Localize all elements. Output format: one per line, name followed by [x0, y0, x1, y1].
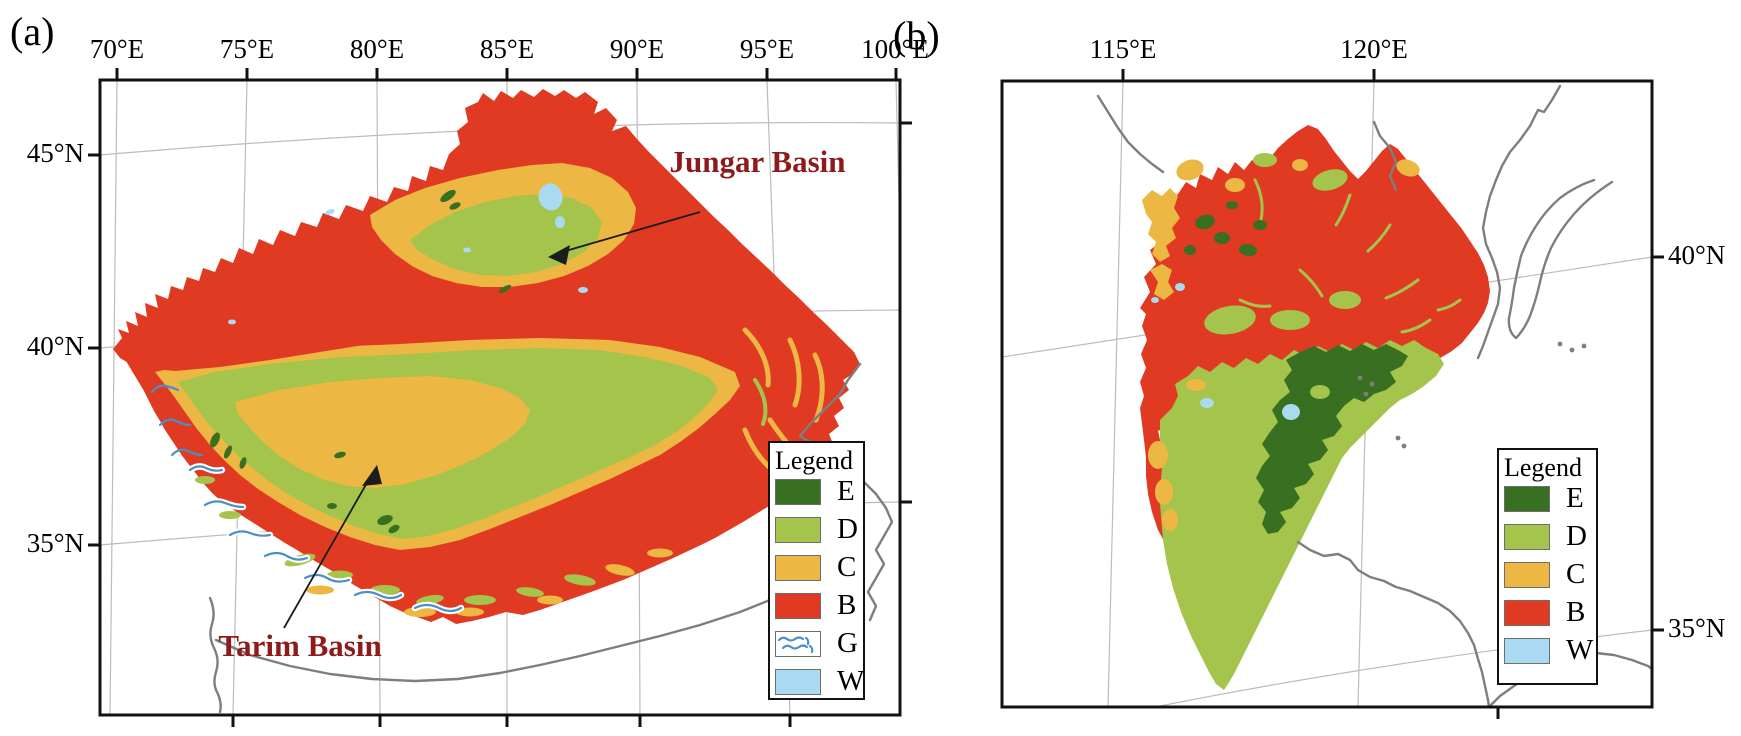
region-a-tianshan-class-B — [113, 288, 860, 374]
tick-label-90e: 90°E — [609, 34, 665, 64]
legend-b-item-W: W — [1504, 634, 1596, 666]
tick-label-45n: 45°N — [26, 138, 84, 168]
region-a-taklamakan-class-C — [235, 376, 530, 488]
legend-b-item-C: C — [1504, 558, 1596, 590]
panel-b-legend: Legend E D C B W — [1497, 448, 1598, 685]
panel-b-frame — [1000, 79, 1654, 709]
legend-a-item-B: B — [775, 589, 863, 621]
panel-a-legend: Legend E D C B — [768, 441, 865, 700]
legend-b-label-C: C — [1566, 558, 1586, 590]
legend-b-swatch-C — [1504, 561, 1550, 588]
region-a-specks-E — [210, 189, 512, 534]
region-a-glacier-G — [150, 384, 465, 615]
panel-a-ticks — [88, 68, 912, 727]
panel-b-ticks — [1121, 69, 1664, 719]
region-b-patches-C — [1142, 159, 1420, 531]
panel-b-letter: (b) — [893, 13, 940, 58]
legend-b-label-W: W — [1566, 634, 1594, 666]
tarim-basin-label: Tarim Basin — [218, 628, 382, 663]
legend-b-swatch-D — [1504, 523, 1550, 550]
panel-a-frame — [98, 78, 902, 717]
legend-b-title: Legend — [1504, 453, 1582, 482]
legend-a-label-B: B — [837, 589, 857, 621]
region-b-specks-E — [1184, 201, 1267, 257]
legend-b-swatch-E — [1504, 485, 1550, 512]
tick-label-35n-b: 35°N — [1668, 613, 1726, 643]
region-a-east-streak-D — [753, 378, 768, 426]
panel-b-coastline — [1096, 84, 1652, 707]
glacier-pattern-icon — [777, 635, 814, 653]
tick-label-120e: 120°E — [1340, 34, 1408, 64]
legend-b-label-D: D — [1566, 520, 1587, 552]
tick-label-100e: 100°E — [861, 34, 929, 64]
panel-a-letter: (a) — [10, 9, 55, 54]
legend-a-item-W: W — [775, 665, 865, 697]
legend-a-swatch-E — [775, 478, 821, 505]
tick-label-80e: 80°E — [349, 34, 405, 64]
region-b-class-E — [1256, 344, 1408, 534]
legend-a-swatch-D — [775, 516, 821, 543]
region-b-D-hole — [1310, 385, 1330, 399]
panel-a-borders — [208, 362, 894, 714]
panel-a-map — [88, 68, 912, 727]
tick-label-40n-b: 40°N — [1668, 240, 1726, 270]
region-a-south-specks-C — [306, 548, 673, 617]
legend-a-label-D: D — [837, 513, 858, 545]
legend-a-item-C: C — [775, 551, 863, 583]
tick-label-115e: 115°E — [1089, 34, 1157, 64]
legend-a-swatch-B — [775, 592, 821, 619]
legend-a-swatch-G-glacier-pattern — [775, 630, 821, 657]
panel-b-islands — [1357, 341, 1587, 449]
tick-label-40n: 40°N — [26, 331, 84, 361]
legend-a-label-W: W — [837, 665, 865, 697]
legend-a-swatch-C — [775, 554, 821, 581]
legend-a-item-G: G — [775, 627, 863, 659]
legend-b-swatch-W — [1504, 637, 1550, 664]
legend-a-label-C: C — [837, 551, 857, 583]
region-a-red-lenses — [210, 298, 820, 361]
legend-a-label-G: G — [837, 627, 858, 659]
tick-label-35n: 35°N — [26, 528, 84, 558]
tick-label-85e: 85°E — [479, 34, 535, 64]
tick-label-95e: 95°E — [739, 34, 795, 64]
region-a-lakes-W — [228, 183, 588, 325]
region-b-veins-D — [1204, 153, 1462, 335]
legend-b-label-E: E — [1566, 482, 1584, 514]
legend-b-swatch-B — [1504, 599, 1550, 626]
legend-a-label-E: E — [837, 475, 855, 507]
legend-a-item-D: D — [775, 513, 863, 545]
tick-label-75e: 75°E — [219, 34, 275, 64]
legend-b-item-B: B — [1504, 596, 1596, 628]
legend-b-label-B: B — [1566, 596, 1586, 628]
legend-b-item-E: E — [1504, 482, 1596, 514]
legend-a-title: Legend — [775, 446, 853, 475]
panel-b-map — [1000, 69, 1664, 719]
region-b-class-D — [1160, 340, 1444, 690]
jungar-basin-label: Jungar Basin — [669, 144, 846, 179]
legend-a-swatch-W — [775, 668, 821, 695]
legend-b-item-D: D — [1504, 520, 1596, 552]
panel-a-annotation-arrows — [283, 211, 701, 629]
legend-a-item-E: E — [775, 475, 863, 507]
region-b-lakes-W — [1151, 283, 1300, 420]
tick-label-70e: 70°E — [89, 34, 145, 64]
